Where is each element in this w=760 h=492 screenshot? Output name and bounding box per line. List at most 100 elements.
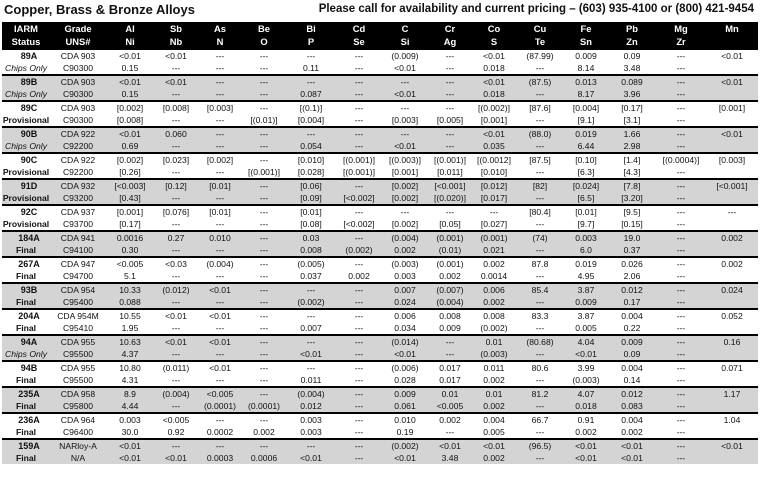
- value-cell: 0.002: [575, 427, 597, 437]
- table-row: 89A CDA 903 <0.01 <0.01 --- --- --- --- (0.009) -…: [2, 48, 758, 62]
- value-cell: 0.011: [300, 375, 322, 385]
- value-cell: ---: [516, 244, 564, 257]
- grade-cell: CDA 954M: [50, 308, 106, 322]
- value-cell: ---: [656, 178, 706, 192]
- table-header: IARM Grade Al Sb As Be Bi Cd C Cr Co Cu Fe Pb Mg Mn Sta…: [2, 22, 758, 49]
- value-cell: ---: [656, 400, 706, 413]
- value-cell: ---: [428, 48, 472, 62]
- iarm-id-cell: 184A: [2, 230, 50, 244]
- table-row: 94A CDA 955 10.63 <0.01 <0.01 --- --- --- (0.014…: [2, 334, 758, 348]
- value-cell: ---: [198, 412, 242, 426]
- value-cell: [0.004]: [564, 100, 608, 114]
- grade-cell: CDA 932: [50, 178, 106, 192]
- grade-cell: CDA 903: [50, 74, 106, 88]
- value-cell: ---: [336, 140, 382, 153]
- value-cell: ---: [336, 386, 382, 400]
- value-cell: 0.002: [439, 271, 461, 281]
- value-cell: 3.87: [564, 282, 608, 296]
- value-cell: ---: [516, 192, 564, 205]
- value-cell: <0.01: [106, 74, 154, 88]
- value-cell: ---: [676, 271, 686, 281]
- value-cell: ---: [286, 282, 336, 296]
- status-cell: Provisional: [2, 115, 50, 125]
- value-cell: ---: [286, 334, 336, 348]
- grade-cell: C94100: [50, 244, 106, 257]
- value-cell: 0.060: [154, 126, 198, 140]
- status-cell: Final: [2, 400, 50, 413]
- value-cell: ---: [336, 178, 382, 192]
- value-cell: [9.7]: [577, 219, 595, 229]
- value-cell: 0.087: [286, 88, 336, 101]
- value-cell: 0.0002: [206, 427, 234, 437]
- value-cell: [0.003]: [391, 115, 419, 125]
- value-cell: (0.006): [382, 360, 428, 374]
- value-cell: [<0.003]: [106, 178, 154, 192]
- value-cell: ---: [656, 204, 706, 218]
- status-cell: Chips Only: [4, 63, 48, 73]
- value-cell: 0.083: [608, 400, 656, 413]
- column-header-top: Pb: [608, 22, 656, 35]
- value-cell: ---: [535, 323, 545, 333]
- value-cell: 0.22: [623, 323, 641, 333]
- value-cell: [0.010]: [480, 167, 508, 177]
- table-row: Final N/A <0.01 <0.01 0.0003 0.0006 <0.01 --- <0…: [2, 452, 758, 464]
- value-cell: [87.5]: [516, 152, 564, 166]
- value-cell: ---: [198, 140, 242, 153]
- value-cell: ---: [242, 152, 286, 166]
- value-cell: (0.004): [382, 230, 428, 244]
- value-cell: ---: [154, 88, 198, 101]
- value-cell: [0.017]: [472, 192, 516, 205]
- column-header-bottom: N: [198, 35, 242, 49]
- value-cell: [<0.001]: [706, 178, 758, 192]
- value-cell: 3.87: [564, 308, 608, 322]
- value-cell: <0.01: [198, 334, 242, 348]
- value-cell: 0.01: [472, 386, 516, 400]
- grade-cell: CDA 947: [50, 256, 106, 270]
- column-header-top: C: [382, 22, 428, 35]
- value-cell: [(0.001)]: [342, 167, 375, 177]
- value-cell: ---: [336, 48, 382, 62]
- value-cell: [6.3]: [577, 167, 595, 177]
- table-row: 236A CDA 964 0.003 <0.005 --- --- 0.003 --- 0.01…: [2, 412, 758, 426]
- value-cell: (0.011): [154, 360, 198, 374]
- table-row: 92C CDA 937 [0.001] [0.076] [0.01] --- [0.01] -…: [2, 204, 758, 218]
- value-cell: <0.01: [564, 452, 608, 464]
- column-header-top: Fe: [564, 22, 608, 35]
- table-row: Final C95410 1.95 --- --- --- 0.007 --- 0.034 0.0…: [2, 322, 758, 335]
- value-cell: ---: [242, 308, 286, 322]
- grade-cell: N/A: [50, 452, 106, 464]
- value-cell: 0.088: [106, 296, 154, 309]
- contact-info: Please call for availability and current…: [318, 3, 754, 15]
- value-cell: ---: [242, 412, 286, 426]
- value-cell: 1.17: [706, 386, 758, 400]
- value-cell: ---: [154, 348, 198, 361]
- value-cell: ---: [656, 88, 706, 101]
- iarm-id-cell: 94A: [2, 334, 50, 348]
- value-cell: [706, 374, 758, 387]
- value-cell: ---: [656, 244, 706, 257]
- value-cell: <0.01: [472, 48, 516, 62]
- value-cell: [0.10]: [564, 152, 608, 166]
- value-cell: 0.024: [382, 296, 428, 309]
- value-cell: [(0.003)]: [382, 152, 428, 166]
- value-cell: (0.0001): [198, 400, 242, 413]
- value-cell: <0.01: [198, 360, 242, 374]
- value-cell: ---: [656, 386, 706, 400]
- table-row: Final C95400 0.088 --- --- --- (0.002) --- 0.024…: [2, 296, 758, 309]
- column-header-bottom: Te: [516, 35, 564, 49]
- grade-cell: C96400: [62, 427, 94, 437]
- value-cell: 0.16: [706, 334, 758, 348]
- value-cell: <0.01: [608, 452, 656, 464]
- value-cell: 0.052: [706, 308, 758, 322]
- table-row: 159A NARloy-A <0.01 --- --- --- --- --- (0.002) <…: [2, 438, 758, 452]
- value-cell: ---: [215, 375, 225, 385]
- value-cell: <0.03: [154, 256, 198, 270]
- value-cell: ---: [516, 452, 564, 464]
- value-cell: 0.017: [428, 360, 472, 374]
- column-header-top: Cd: [336, 22, 382, 35]
- column-header-top: Mg: [656, 22, 706, 35]
- value-cell: 0.007: [382, 282, 428, 296]
- value-cell: ---: [656, 126, 706, 140]
- value-cell: 80.6: [516, 360, 564, 374]
- value-cell: 0.002: [472, 296, 516, 309]
